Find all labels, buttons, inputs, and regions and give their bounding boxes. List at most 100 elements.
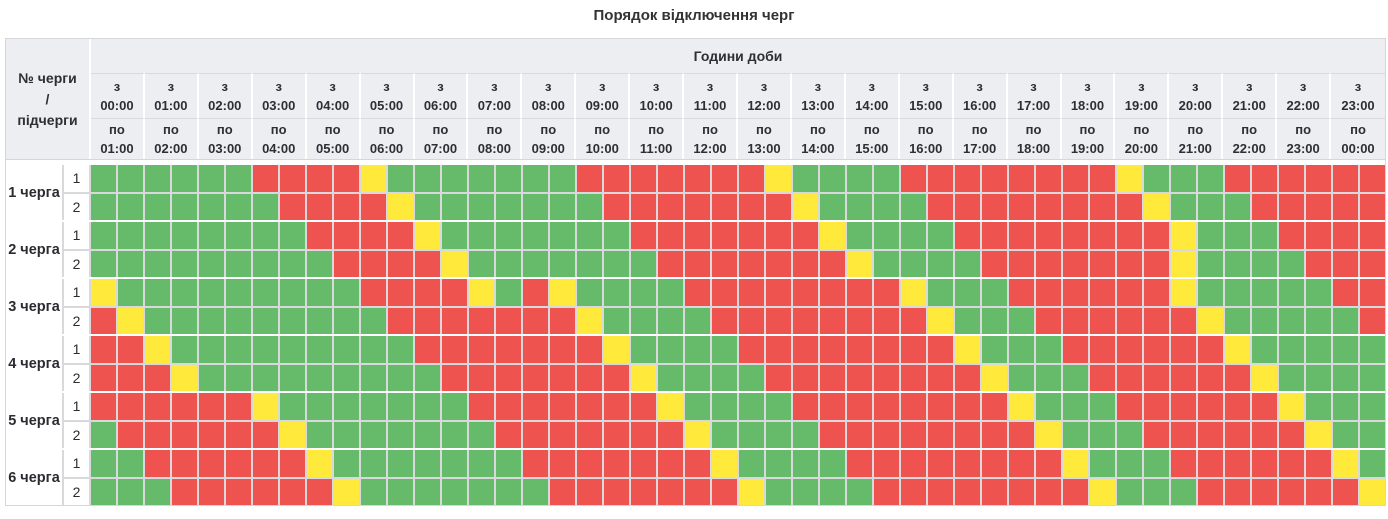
schedule-cell bbox=[901, 250, 926, 277]
schedule-cell bbox=[1306, 450, 1331, 477]
schedule-cell bbox=[1252, 250, 1277, 277]
schedule-cell bbox=[874, 478, 899, 505]
schedule-cell bbox=[172, 393, 197, 420]
schedule-cell bbox=[253, 279, 278, 306]
schedule-cell bbox=[1333, 393, 1358, 420]
schedule-cell bbox=[1225, 279, 1250, 306]
schedule-cell bbox=[469, 450, 494, 477]
schedule-cell bbox=[577, 193, 602, 220]
schedule-cell bbox=[955, 165, 980, 192]
schedule-cell bbox=[604, 450, 629, 477]
schedule-cell bbox=[928, 307, 953, 334]
hour-from-cell: з 22:00 bbox=[1277, 73, 1332, 118]
schedule-cell bbox=[334, 307, 359, 334]
schedule-cell bbox=[118, 279, 143, 306]
schedule-cell bbox=[1225, 250, 1250, 277]
schedule-cell bbox=[1279, 421, 1304, 448]
corner-header-cell: № черги / підчерги bbox=[6, 39, 91, 159]
hour-from-cell: з 18:00 bbox=[1061, 73, 1116, 118]
schedule-cell bbox=[1117, 307, 1142, 334]
schedule-cell bbox=[766, 364, 791, 391]
queue-group: 5 черга 1 2 bbox=[6, 393, 1385, 448]
schedule-cell bbox=[280, 307, 305, 334]
schedule-cell bbox=[91, 307, 116, 334]
schedule-cell bbox=[766, 393, 791, 420]
hour-to-cell: по 22:00 bbox=[1223, 118, 1278, 159]
schedule-cell bbox=[91, 336, 116, 363]
schedule-cell bbox=[982, 421, 1007, 448]
schedule-cell bbox=[496, 193, 521, 220]
schedule-cell bbox=[874, 165, 899, 192]
schedule-cell bbox=[523, 193, 548, 220]
schedule-cell bbox=[199, 222, 224, 249]
hour-from-cell: з 11:00 bbox=[684, 73, 738, 118]
schedule-cell bbox=[1279, 165, 1304, 192]
schedule-cell bbox=[361, 222, 386, 249]
schedule-cell bbox=[1144, 450, 1169, 477]
hour-from-cell: з 10:00 bbox=[630, 73, 685, 118]
schedule-cell bbox=[280, 336, 305, 363]
schedule-cell bbox=[712, 450, 737, 477]
schedule-cell bbox=[1063, 336, 1088, 363]
schedule-cell bbox=[982, 364, 1007, 391]
schedule-cell bbox=[901, 165, 926, 192]
subqueue-label: 1 bbox=[64, 279, 89, 306]
schedule-cell bbox=[1009, 279, 1034, 306]
schedule-cell bbox=[1117, 478, 1142, 505]
schedule-cell bbox=[1279, 307, 1304, 334]
schedule-cell bbox=[631, 393, 656, 420]
schedule-cell bbox=[226, 421, 251, 448]
hour-to-cell: по 13:00 bbox=[738, 118, 792, 159]
schedule-cell bbox=[388, 279, 413, 306]
schedule-cell bbox=[1279, 336, 1304, 363]
schedule-cell bbox=[928, 165, 953, 192]
schedule-cell bbox=[1144, 250, 1169, 277]
schedule-cell bbox=[577, 307, 602, 334]
schedule-cell bbox=[1225, 336, 1250, 363]
schedule-cell bbox=[820, 307, 845, 334]
schedule-cell bbox=[307, 478, 332, 505]
schedule-cell bbox=[928, 364, 953, 391]
schedule-cell bbox=[577, 222, 602, 249]
schedule-cell bbox=[1306, 165, 1331, 192]
schedule-cell bbox=[820, 193, 845, 220]
schedule-cell bbox=[658, 478, 683, 505]
schedule-cell bbox=[1198, 364, 1223, 391]
schedule-cell bbox=[469, 336, 494, 363]
schedule-cell bbox=[1171, 307, 1196, 334]
schedule-cell bbox=[1063, 193, 1088, 220]
schedule-cell bbox=[118, 364, 143, 391]
schedule-cell bbox=[1117, 279, 1142, 306]
schedule-cell bbox=[928, 279, 953, 306]
hour-from-cell: з 04:00 bbox=[306, 73, 361, 118]
schedule-cell bbox=[550, 336, 575, 363]
schedule-cell bbox=[874, 222, 899, 249]
hour-from-cell: з 17:00 bbox=[1007, 73, 1062, 118]
schedule-cell bbox=[1198, 250, 1223, 277]
schedule-cell bbox=[577, 478, 602, 505]
schedule-cell bbox=[523, 421, 548, 448]
schedule-cell bbox=[253, 250, 278, 277]
schedule-cell bbox=[1063, 307, 1088, 334]
schedule-cell bbox=[1198, 165, 1223, 192]
schedule-cell bbox=[334, 364, 359, 391]
schedule-cell bbox=[334, 393, 359, 420]
schedule-cell bbox=[199, 279, 224, 306]
schedule-cell bbox=[820, 279, 845, 306]
schedule-cell bbox=[1090, 364, 1115, 391]
schedule-cell bbox=[307, 250, 332, 277]
schedule-cell bbox=[928, 421, 953, 448]
schedule-cell bbox=[820, 421, 845, 448]
schedule-cell bbox=[118, 307, 143, 334]
schedule-cell bbox=[1009, 421, 1034, 448]
schedule-cell bbox=[793, 193, 818, 220]
schedule-cell bbox=[415, 421, 440, 448]
schedule-cell bbox=[1117, 165, 1142, 192]
schedule-cell bbox=[1063, 279, 1088, 306]
schedule-cell bbox=[469, 222, 494, 249]
schedule-cell bbox=[604, 393, 629, 420]
schedule-cell bbox=[901, 222, 926, 249]
schedule-cell bbox=[631, 165, 656, 192]
schedule-cell bbox=[550, 421, 575, 448]
schedule-cell bbox=[253, 307, 278, 334]
